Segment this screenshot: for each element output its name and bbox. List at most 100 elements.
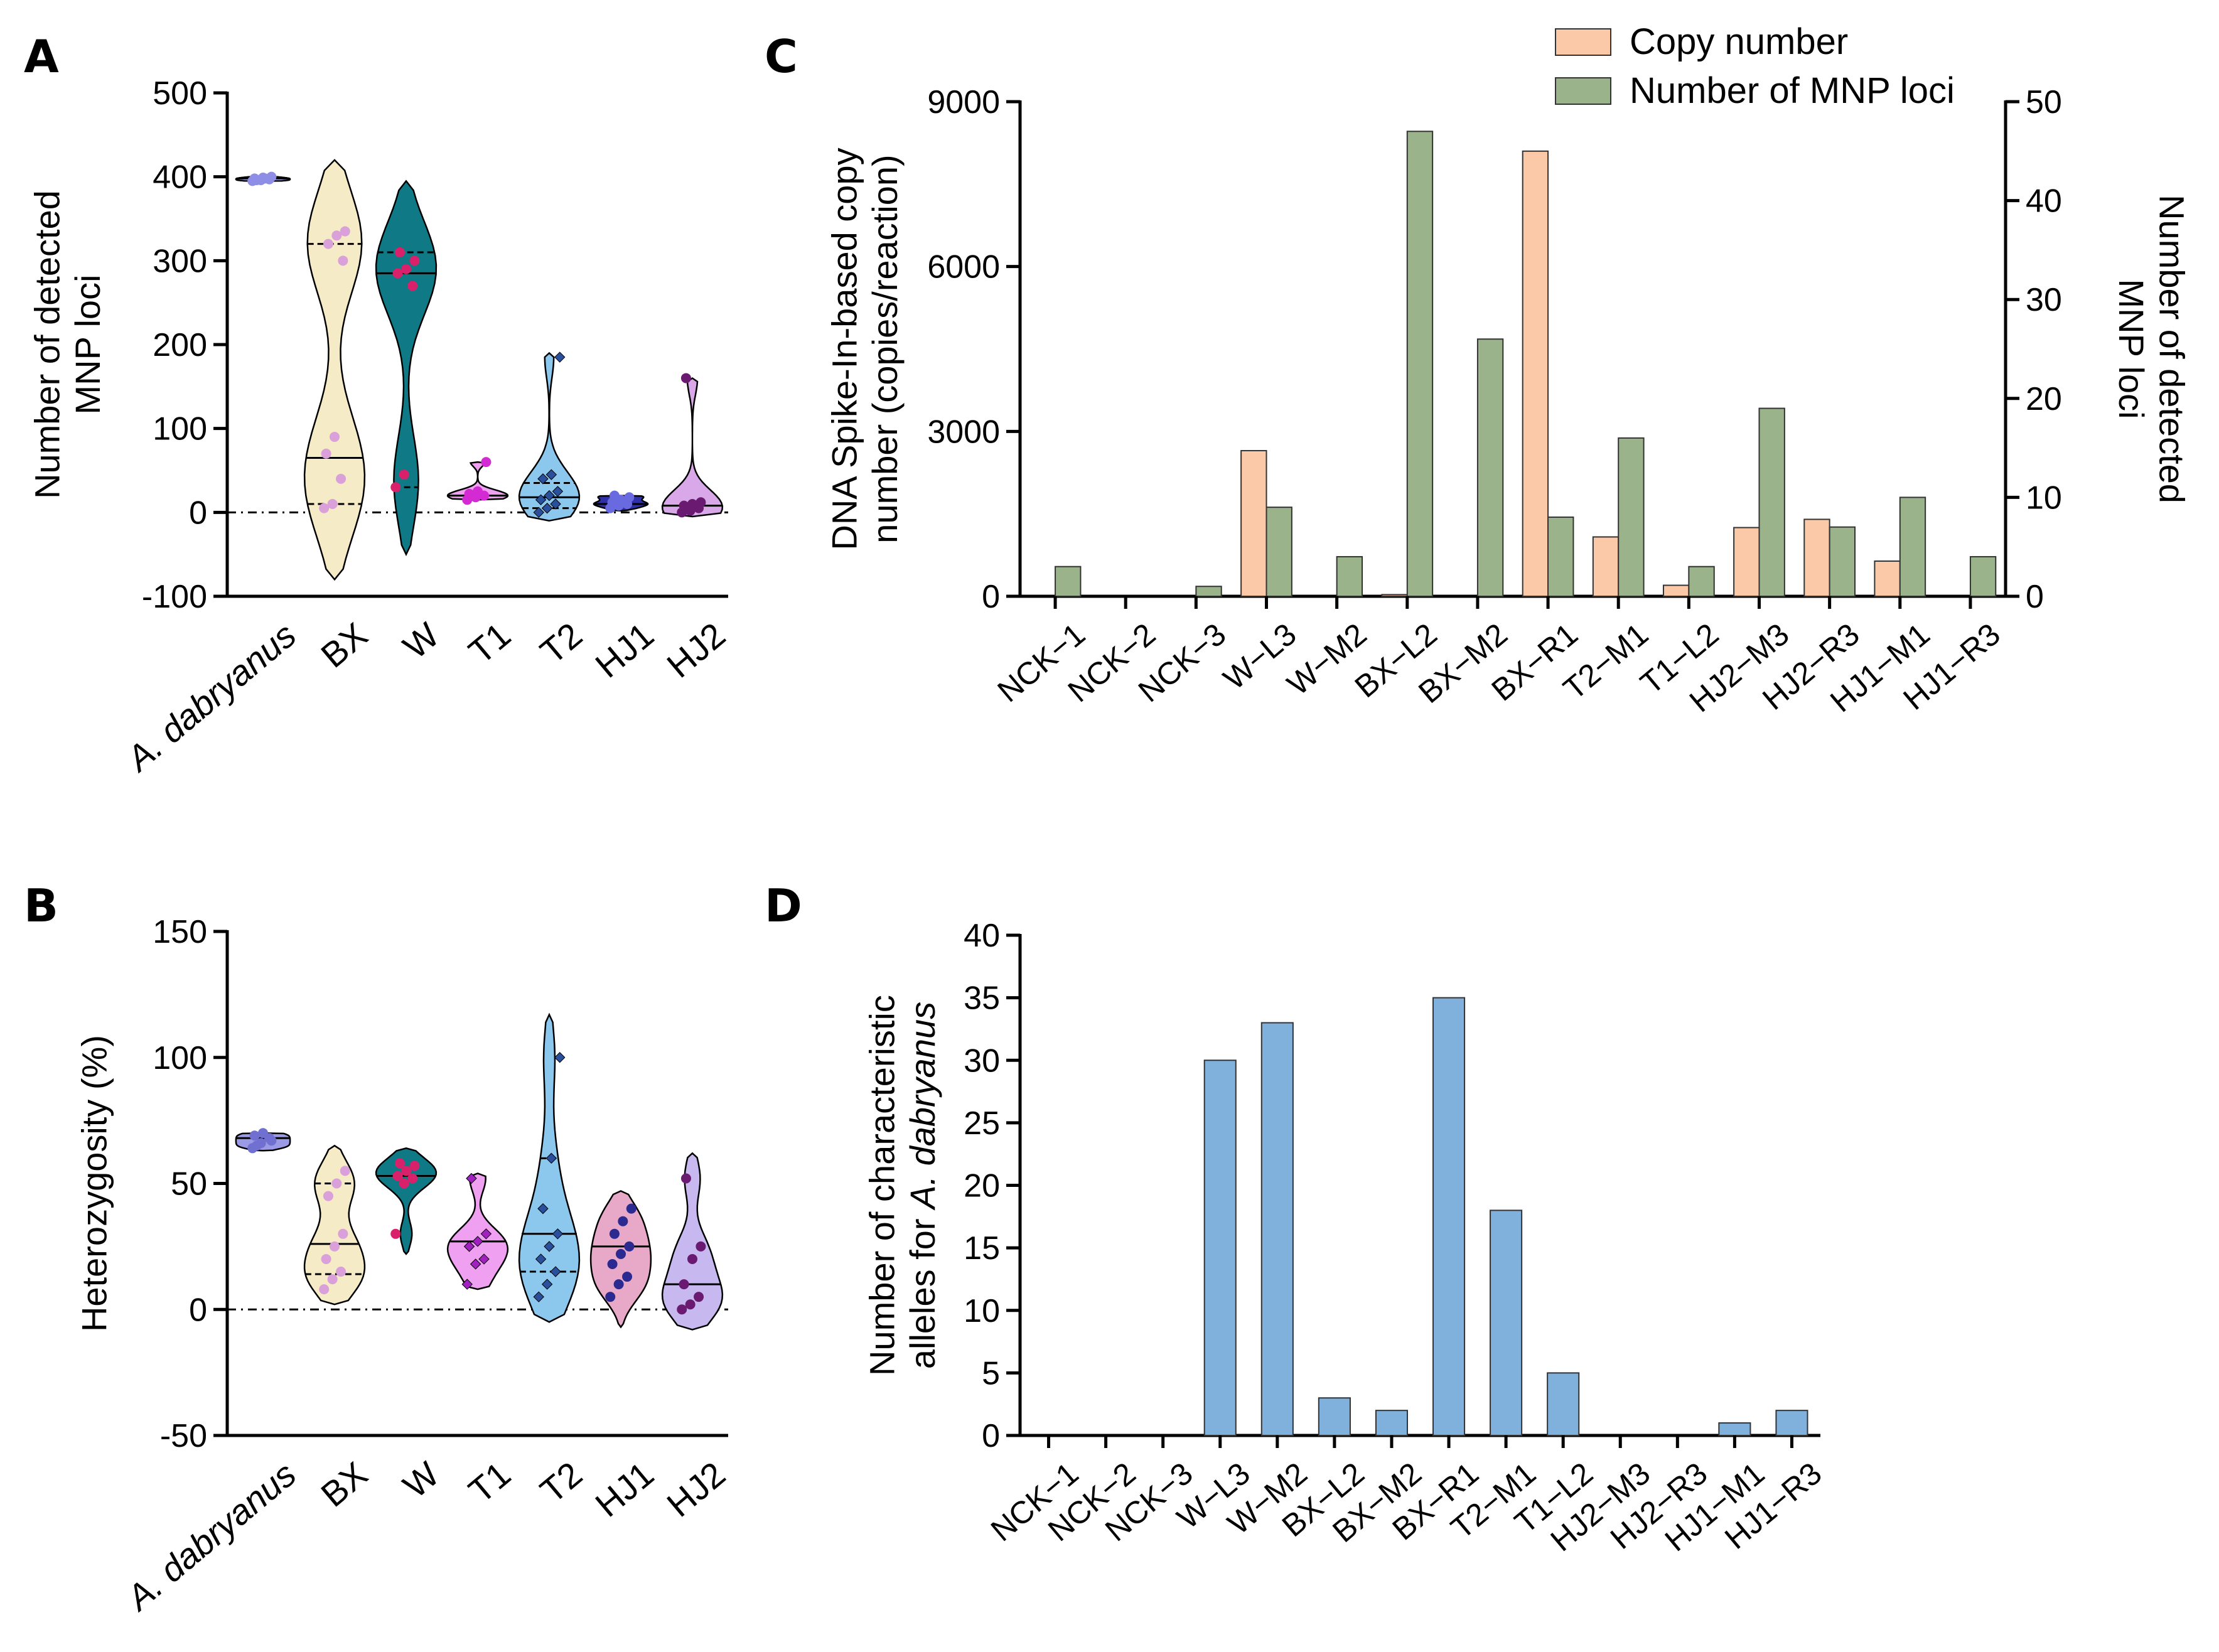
panel-d-bar-number-of-characteristic-alleles-hj1-m1 — [1718, 1422, 1751, 1436]
panel-b-point-hj2 — [680, 1173, 691, 1184]
panel-b-point-bx — [330, 1241, 340, 1252]
panel-a-point-t2 — [545, 469, 557, 480]
panel-c-y-tick-label: 3000 — [927, 414, 1000, 450]
panel-b-point-hj1 — [613, 1279, 624, 1290]
panel-d-y-tick-label: 20 — [964, 1168, 1000, 1204]
panel-b-y-tick-label: 0 — [189, 1292, 207, 1328]
panel-c-bar-number-of-mnp-loci-w-m2 — [1336, 555, 1363, 598]
panel-c-bar-number-of-mnp-loci-bx-m2 — [1476, 338, 1504, 597]
panel-b-violin-hj1 — [589, 1190, 652, 1329]
panel-c-bar-number-of-mnp-loci-bx-l2 — [1406, 131, 1434, 597]
panel-b-y-tick-label: 100 — [153, 1040, 207, 1076]
panel-d-y-tick-label: 25 — [964, 1105, 1000, 1142]
panel-a-y-tick-label: 0 — [189, 495, 207, 531]
panel-label-a: A — [24, 30, 59, 83]
panel-c-y-axis-label: DNA Spike-In-based copynumber (copies/re… — [824, 148, 904, 550]
panel-a-x-tick-label: T2 — [533, 615, 590, 672]
panel-b-point-t2 — [544, 1241, 555, 1252]
panel-b-point-t2 — [552, 1228, 564, 1240]
panel-c-legend-label-copy-number: Copy number — [1630, 21, 1848, 62]
panel-b-point-t1 — [463, 1241, 475, 1252]
panel-d-bar-number-of-characteristic-alleles-w-l3 — [1203, 1059, 1237, 1436]
panel-b-point-w — [407, 1173, 418, 1184]
panel-d-bar-number-of-characteristic-alleles-w-m2 — [1260, 1022, 1294, 1436]
panel-a-violin-bx — [303, 159, 366, 581]
panel-b-violin-w — [375, 1147, 438, 1255]
panel-b-violin-chart: -50 0 50 100 150 Heterozygosity (%) A. dabryan… — [75, 914, 733, 1619]
panel-b-x-tick-label: A. dabryanus — [118, 1454, 304, 1619]
panel-b-point-hj2 — [694, 1292, 704, 1302]
panel-a-violin-t1 — [446, 461, 509, 501]
panel-d-y-tick-label: 10 — [964, 1293, 1000, 1329]
panel-label-b: B — [24, 879, 58, 932]
panel-a-point-w — [409, 255, 420, 266]
panel-b-point-t2 — [535, 1253, 547, 1265]
panel-c-bar-number-of-mnp-loci-hj2-r3 — [1829, 526, 1856, 597]
panel-b-x-tick-label: HJ1 — [588, 1454, 661, 1525]
panel-a-violin-t2 — [518, 351, 581, 522]
panel-a-y-axis-label: Number of detectedMNP loci — [27, 190, 107, 499]
panel-b-point-w — [392, 1171, 403, 1181]
panel-a-point-a-dabryanus — [260, 173, 271, 184]
panel-b-point-a-dabryanus — [251, 1140, 262, 1151]
panel-b-violin-bx — [303, 1144, 366, 1306]
panel-b-point-t2 — [541, 1279, 553, 1290]
panel-a-y-tick-label: 500 — [153, 75, 207, 112]
panel-c-bar-copy-number-w-l3 — [1240, 449, 1267, 597]
panel-a-point-t2 — [537, 473, 549, 485]
panel-a-point-bx — [319, 503, 330, 513]
panel-c-y-right-tick-label: 30 — [2026, 282, 2062, 318]
panel-c-bar-copy-number-t2-m1 — [1592, 536, 1620, 597]
panel-b-point-bx — [323, 1191, 333, 1201]
panel-b-x-tick-label: T2 — [533, 1454, 590, 1511]
panel-b-point-w — [394, 1158, 405, 1169]
panel-b-violin-t1 — [446, 1172, 509, 1290]
panel-a-point-hj2 — [679, 500, 689, 511]
panel-b-point-t2 — [554, 1052, 566, 1063]
panel-b-x-tick-label: HJ2 — [659, 1454, 733, 1525]
panel-b-point-bx — [336, 1267, 347, 1277]
panel-b-point-w — [401, 1166, 411, 1176]
panel-b-y-tick-label: 50 — [171, 1166, 207, 1203]
panel-label-c: C — [765, 30, 798, 83]
panel-label-d: D — [765, 879, 802, 932]
panel-c-y-right-axis-label: Number of detectedMNP loci — [2112, 195, 2191, 503]
panel-a-point-bx — [330, 432, 340, 442]
panel-d-y-tick-label: 40 — [964, 918, 1000, 954]
panel-a-y-tick-label: 200 — [153, 327, 207, 363]
panel-d-bar-number-of-characteristic-alleles-bx-r1 — [1432, 997, 1466, 1436]
panel-c-y-tick-label: 0 — [982, 579, 1000, 615]
panel-b-y-tick-label: 150 — [153, 914, 207, 950]
panel-b-point-w — [399, 1178, 409, 1189]
panel-c-y-right-tick-label: 0 — [2026, 579, 2044, 615]
panel-c-bar-number-of-mnp-loci-bx-r1 — [1547, 516, 1574, 597]
panel-a-point-a-dabryanus — [251, 175, 262, 186]
panel-a-point-w — [401, 264, 411, 274]
panel-a-point-bx — [321, 448, 331, 459]
panel-a-point-bx — [331, 230, 342, 241]
panel-b-point-hj1 — [626, 1203, 637, 1214]
panel-b-point-bx — [340, 1166, 350, 1176]
panel-b-point-bx — [338, 1228, 348, 1239]
panel-b-point-t1 — [478, 1253, 490, 1265]
panel-b-point-t1 — [480, 1228, 492, 1240]
panel-b-point-bx — [321, 1253, 331, 1264]
panel-a-point-bx — [336, 473, 347, 484]
panel-b-x-tick-label: W — [395, 1454, 446, 1505]
panel-a-point-hj2 — [687, 498, 697, 509]
panel-b-point-w — [409, 1161, 420, 1171]
panel-a-point-hj1 — [609, 490, 620, 501]
panel-b-point-hj1 — [618, 1216, 628, 1226]
panel-a-point-t2 — [535, 494, 547, 505]
panel-a-point-t1 — [481, 457, 492, 468]
panel-a-point-bx — [340, 226, 350, 237]
panel-a-point-bx — [327, 498, 338, 509]
panel-c-bar-number-of-mnp-loci-nck-1 — [1055, 566, 1082, 597]
panel-b-point-a-dabryanus — [249, 1130, 260, 1141]
panel-c-bar-number-of-mnp-loci-t1-l2 — [1688, 566, 1715, 597]
panel-a-y-tick-label: 400 — [153, 159, 207, 196]
panel-a-point-t2 — [544, 490, 555, 501]
panel-c-bar-number-of-mnp-loci-hj1-r3 — [1969, 555, 1997, 598]
panel-b-point-hj1 — [616, 1248, 626, 1259]
panel-b-point-t2 — [545, 1152, 557, 1164]
